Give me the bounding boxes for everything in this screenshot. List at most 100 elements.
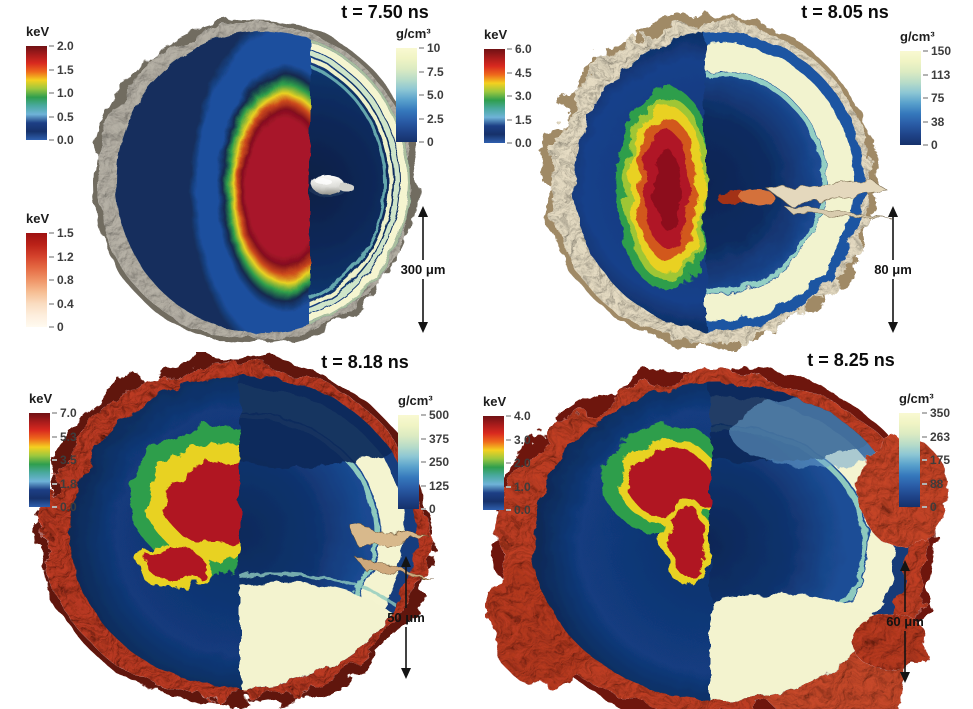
colorbar-tick-label: 3.5: [52, 453, 77, 467]
capsule-render-t818: [38, 358, 436, 706]
scale-arrow-down-icon: [418, 279, 428, 333]
hot-core: [617, 87, 705, 291]
capsule-render-t825: [490, 368, 948, 709]
colorbar-unit-label: keV: [29, 391, 53, 406]
colorbar-tick-label: 0: [419, 135, 444, 149]
colorbar-unit-label: keV: [26, 24, 50, 39]
colorbar-tick-label: 0: [923, 138, 951, 152]
colorbar-tick-label: 0.0: [49, 133, 74, 147]
colorbar-tick-label: 88: [922, 477, 950, 491]
colorbar-tick-label: 7.5: [419, 65, 444, 79]
scale-marker: 60 μm: [878, 560, 932, 683]
colorbar-tick-label: 38: [923, 115, 951, 129]
colorbar-ticks: 10 7.5 5.0 2.5 0: [419, 41, 444, 149]
temperature-colorbar: keV 2.0 1.5 1.0 0.5 0.0: [26, 24, 74, 147]
colorbar-ticks: 1.5 1.2 0.8 0.4 0: [49, 226, 74, 334]
density-colorbar: g/cm³ 500 375 250 125 0: [398, 393, 449, 516]
colorbar-tick-label: 1.5: [49, 63, 74, 77]
colorbar-ticks: 150 113 75 38 0: [923, 44, 951, 152]
colorbar-tick-label: 0.4: [49, 297, 74, 311]
scale-arrow-up-icon: [900, 560, 910, 612]
colorbar-ticks: 500 375 250 125 0: [421, 408, 449, 516]
scale-arrow-up-icon: [401, 556, 411, 608]
colorbar-unit-label: keV: [26, 211, 50, 226]
colorbar-tick-label: 1.0: [49, 86, 74, 100]
colorbar-tick-label: 125: [421, 479, 449, 493]
colorbar-ticks: 2.0 1.5 1.0 0.5 0.0: [49, 39, 74, 147]
scale-marker: 80 μm: [866, 206, 920, 333]
cutaway-interior: [574, 33, 864, 331]
hot-core: [131, 426, 240, 589]
colorbar-tick-label: 75: [923, 91, 951, 105]
capsule-render-t805: [545, 17, 892, 347]
colorbar-unit-label: keV: [484, 27, 508, 42]
scale-label: 60 μm: [886, 614, 924, 629]
jet-spike: [349, 524, 436, 581]
colorbar-tick-label: 350: [922, 406, 950, 420]
colorbar-tick-label: 250: [421, 455, 449, 469]
colorbar-tick-label: 5.0: [419, 88, 444, 102]
panel-t7-50ns: t = 7.50 ns keV 2.0 1.5 1.0 0.5 0.0 keV 1.5 1…: [0, 0, 480, 350]
panel-title: t = 8.25 ns: [807, 350, 895, 370]
cutaway-interior: [116, 31, 410, 333]
colorbar-tick-label: 2.0: [506, 456, 531, 470]
colorbar-tick-label: 4.5: [507, 66, 532, 80]
scale-marker: 300 μm: [396, 206, 450, 333]
colorbar-bar: [398, 415, 419, 509]
density-colorbar: g/cm³ 150 113 75 38 0: [900, 29, 951, 152]
panel-title: t = 7.50 ns: [341, 2, 429, 22]
scale-arrow-up-icon: [418, 206, 428, 260]
colorbar-tick-label: 0: [922, 500, 950, 514]
scale-label: 50 μm: [387, 610, 425, 625]
colorbar-bar: [26, 233, 47, 327]
colorbar-bar: [899, 413, 920, 507]
colorbar-tick-label: 0.0: [506, 503, 531, 517]
jet-spike: [716, 180, 892, 219]
colorbar-ticks: 350 263 175 88 0: [922, 406, 950, 514]
colorbar-tick-label: 2.0: [49, 39, 74, 53]
colorbar-bar: [29, 413, 50, 507]
colorbar-unit-label: g/cm³: [900, 29, 935, 44]
colorbar-unit-label: g/cm³: [396, 26, 431, 41]
colorbar-unit-label: g/cm³: [899, 391, 934, 406]
colorbar-ticks: 6.0 4.5 3.0 1.5 0.0: [507, 42, 532, 150]
colorbar-bar: [900, 51, 921, 145]
colorbar-ticks: 7.0 5.3 3.5 1.8 0.0: [52, 406, 77, 514]
scale-marker: 50 μm: [379, 556, 433, 679]
colorbar-tick-label: 0.8: [49, 273, 74, 287]
colorbar-tick-label: 3.0: [507, 89, 532, 103]
panel-t8-05ns: t = 8.05 ns keV 6.0 4.5 3.0 1.5 0.0 g/cm³ 15…: [480, 0, 973, 350]
scale-arrow-down-icon: [900, 631, 910, 683]
colorbar-tick-label: 0.0: [52, 500, 77, 514]
colorbar-tick-label: 500: [421, 408, 449, 422]
colorbar-tick-label: 113: [923, 68, 951, 82]
colorbar-tick-label: 1.5: [49, 226, 74, 240]
hot-core: [603, 424, 710, 586]
temperature-colorbar: keV 6.0 4.5 3.0 1.5 0.0: [484, 27, 532, 150]
jet-seed-blob: [311, 175, 353, 197]
surface-temperature-colorbar: keV 1.5 1.2 0.8 0.4 0: [26, 211, 74, 334]
colorbar-tick-label: 4.0: [506, 409, 531, 423]
colorbar-tick-label: 1.2: [49, 250, 74, 264]
colorbar-tick-label: 1.5: [507, 113, 532, 127]
scale-label: 300 μm: [400, 262, 446, 277]
colorbar-tick-label: 0: [49, 320, 74, 334]
colorbar-bar: [26, 46, 47, 140]
colorbar-tick-label: 3.0: [506, 433, 531, 447]
colorbar-tick-label: 0: [421, 502, 449, 516]
colorbar-tick-label: 1.8: [52, 477, 77, 491]
colorbar-tick-label: 375: [421, 432, 449, 446]
colorbar-bar: [396, 48, 417, 142]
colorbar-unit-label: g/cm³: [398, 393, 433, 408]
colorbar-ticks: 4.0 3.0 2.0 1.0 0.0: [506, 409, 531, 517]
colorbar-bar: [483, 416, 504, 510]
panel-t8-25ns: t = 8.25 ns keV 4.0 3.0 2.0 1.0 0.0 g/cm³ 35…: [480, 350, 973, 709]
panel-t8-18ns: t = 8.18 ns keV 7.0 5.3 3.5 1.8 0.0 g/cm³ 50…: [0, 350, 480, 709]
colorbar-tick-label: 1.0: [506, 480, 531, 494]
colorbar-tick-label: 263: [922, 430, 950, 444]
colorbar-bar: [484, 49, 505, 143]
scale-arrow-down-icon: [401, 627, 411, 679]
temperature-colorbar: keV 7.0 5.3 3.5 1.8 0.0: [29, 391, 77, 514]
colorbar-tick-label: 0.5: [49, 110, 74, 124]
